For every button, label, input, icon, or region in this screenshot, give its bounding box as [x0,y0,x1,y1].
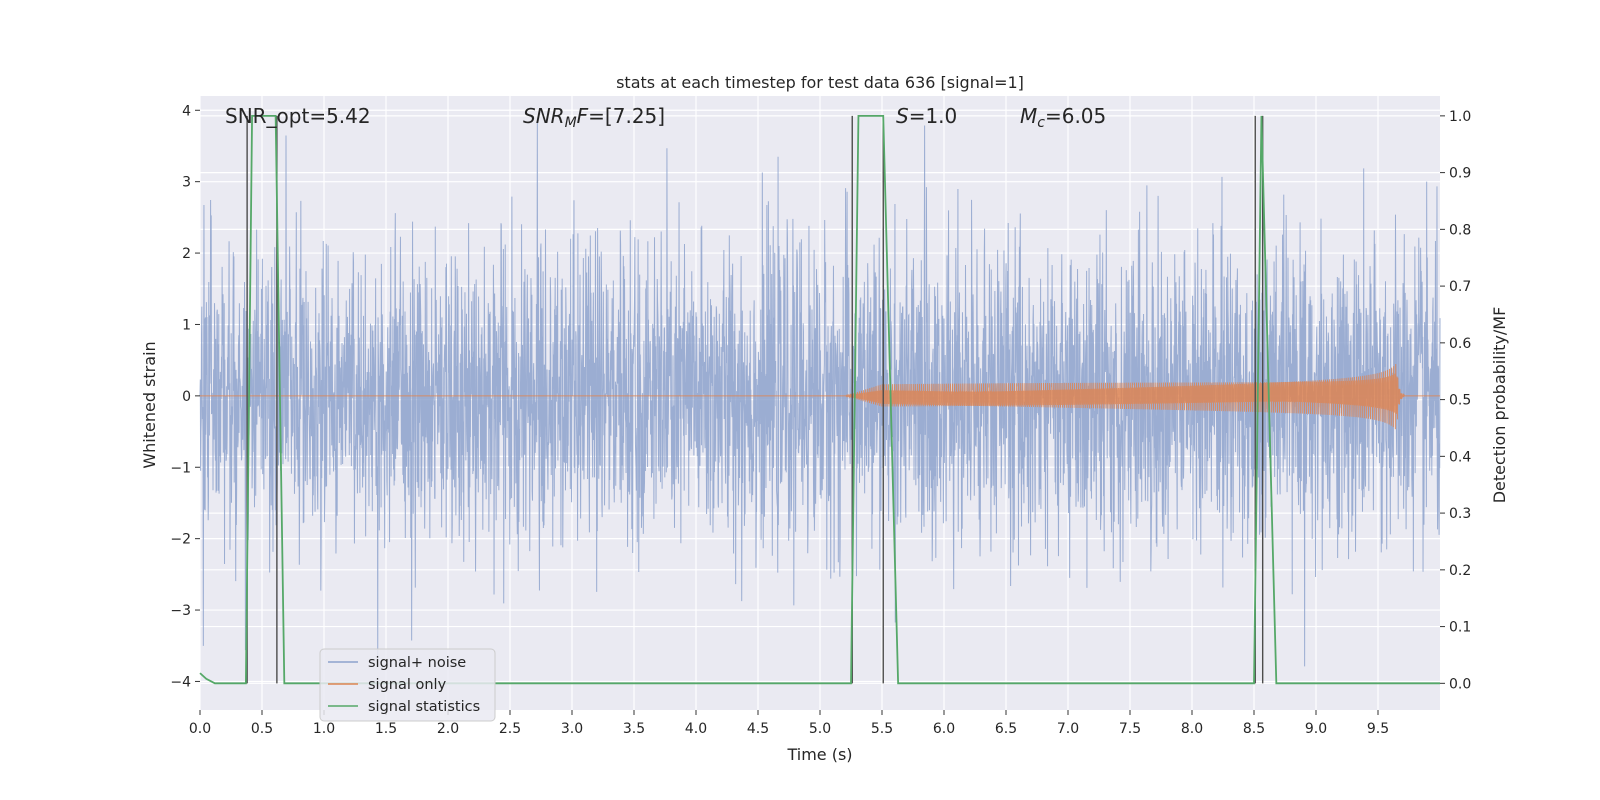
legend: signal+ noise signal only signal statist… [319,648,496,722]
signal-only-line [200,364,1440,430]
series-signal-only [200,364,1440,430]
x-tick-label: 2.0 [437,721,459,737]
legend-label-signal-only: signal only [368,677,447,693]
axis-ticks: 0.0 0.5 1.0 1.5 2.0 2.5 3.0 3.5 4.0 4.5 5.0 5.5 6.0 6… [170,103,1471,737]
y2-tick-label: 0.4 [1449,449,1471,465]
x-tick-label: 0.5 [251,721,273,737]
series-signal-statistics [199,114,1440,685]
signal-noise-line [199,122,1441,667]
y-tick-label: −3 [170,603,191,619]
x-tick-label: 0.0 [189,721,211,737]
x-tick-label: 4.0 [685,721,707,737]
x-tick-label: 1.5 [375,721,397,737]
x-tick-label: 8.0 [1181,721,1203,737]
legend-label-signal-statistics: signal statistics [368,699,480,715]
y-tick-label: 4 [182,103,191,119]
y-tick-label: 3 [182,175,191,191]
x-tick-label: 9.5 [1367,721,1389,737]
y-tick-label: 2 [182,246,191,262]
y2-tick-label: 1.0 [1449,109,1471,125]
y-tick-label: 1 [182,317,191,333]
y-tick-label: −2 [170,532,191,548]
x-tick-label: 5.5 [871,721,893,737]
y2-tick-label: 0.5 [1449,393,1471,409]
y-tick-label: −4 [170,674,191,690]
x-tick-label: 2.5 [499,721,521,737]
signal-statistics-line [199,114,1440,685]
y2-tick-label: 0.1 [1449,620,1471,636]
legend-label-signal-noise: signal+ noise [368,655,466,671]
x-tick-label: 7.0 [1057,721,1079,737]
y2-tick-label: 0.8 [1449,222,1471,238]
y-tick-label: −1 [170,460,191,476]
x-tick-label: 9.0 [1305,721,1327,737]
y2-tick-label: 0.3 [1449,506,1471,522]
x-tick-label: 7.5 [1119,721,1141,737]
x-axis-label: Time (s) [786,745,852,764]
chart-title: stats at each timestep for test data 636… [616,73,1024,92]
x-tick-label: 5.0 [809,721,831,737]
legend-box [319,648,496,722]
x-tick-label: 3.0 [561,721,583,737]
y2-tick-label: 0.7 [1449,279,1471,295]
x-tick-label: 1.0 [313,721,335,737]
annotation-mc: Mc=6.05 [1020,104,1106,131]
y-tick-label: 0 [182,389,191,405]
series-signal-noise [199,122,1441,667]
x-tick-label: 6.5 [995,721,1017,737]
y2-axis-label: Detection probability/MF [1490,307,1509,504]
x-tick-label: 6.0 [933,721,955,737]
annotation-s: S=1.0 [896,104,957,128]
annotation-snr-mf: SNRMF=[7.25] [523,104,665,131]
y2-tick-label: 0.9 [1449,166,1471,182]
y2-tick-label: 0.6 [1449,336,1471,352]
x-tick-label: 8.5 [1243,721,1265,737]
y2-tick-label: 0.0 [1449,676,1471,692]
y-axis-label: Whitened strain [140,341,159,468]
annotation-snr-opt: SNR_opt=5.42 [225,104,371,128]
x-tick-label: 3.5 [623,721,645,737]
x-tick-label: 4.5 [747,721,769,737]
y2-tick-label: 0.2 [1449,563,1471,579]
